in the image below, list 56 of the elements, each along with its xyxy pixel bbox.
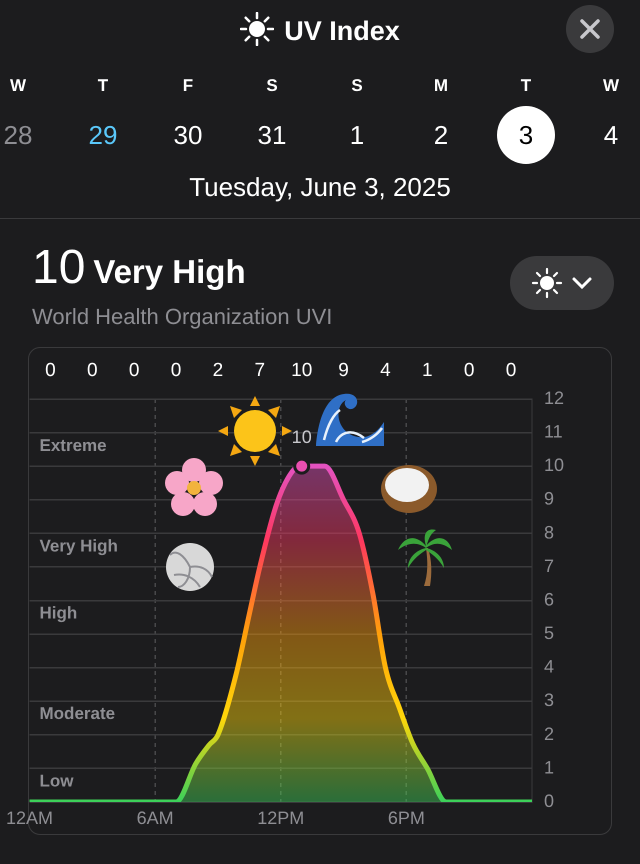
x-tick-label: 12AM	[6, 808, 54, 828]
text: F	[182, 76, 194, 96]
x-tick-label: 6PM	[388, 808, 425, 828]
y-tick-label: 3	[544, 690, 554, 710]
text: 0	[128, 360, 140, 382]
annotation: 10	[292, 427, 312, 448]
y-tick-label: 0	[544, 790, 554, 811]
text: 3	[518, 120, 534, 151]
annotation: High	[40, 603, 78, 622]
text: 31	[256, 120, 288, 151]
y-tick-label: 9	[544, 488, 554, 509]
text: 0	[45, 360, 56, 382]
annotation: Moderate	[40, 704, 116, 724]
y-tick-label: 8	[544, 522, 554, 542]
x-tick-label: 6AM	[136, 808, 174, 828]
annotation: Low	[40, 772, 74, 791]
y-tick-label: 10	[544, 455, 564, 476]
text: 7	[254, 360, 266, 382]
x-tick-label: 12PM	[257, 808, 304, 828]
text: 29	[88, 120, 118, 151]
text: 4	[380, 360, 392, 382]
text: 1	[348, 120, 366, 151]
text: 28	[2, 120, 34, 151]
y-tick-label: 5	[544, 623, 554, 644]
y-tick-label: 11	[544, 422, 563, 442]
text: 0	[464, 360, 474, 382]
text: T	[520, 76, 532, 96]
text: Very High	[93, 253, 246, 290]
text: 9	[338, 360, 349, 382]
annotation: Extreme	[40, 436, 107, 455]
text: 30	[172, 120, 204, 151]
y-tick-label: 2	[544, 724, 554, 744]
text: W	[602, 76, 620, 96]
text: 10	[291, 360, 312, 382]
text: 0	[506, 360, 516, 382]
y-tick-label: 4	[544, 656, 554, 677]
y-tick-label: 7	[544, 556, 554, 576]
text: 1	[422, 360, 433, 382]
text: 4	[602, 120, 620, 151]
text: T	[96, 76, 110, 96]
text: 0	[170, 360, 182, 382]
text: 2	[212, 360, 224, 382]
text: W	[8, 76, 28, 96]
text: S	[350, 76, 364, 96]
text: World Health Organization UVI	[32, 304, 332, 330]
text: 10	[32, 241, 86, 294]
text: M	[432, 76, 450, 96]
text: S	[265, 76, 279, 96]
y-tick-label: 1	[544, 757, 554, 778]
y-tick-label: 6	[544, 589, 554, 610]
chart-subtitle: Tuesday, June 3, 2025	[188, 172, 452, 203]
y-tick-label: 12	[544, 388, 564, 408]
text: 0	[87, 360, 98, 382]
chart-title: UV Index	[284, 16, 400, 46]
annotation: Very High	[40, 536, 118, 556]
text: 2	[432, 120, 450, 151]
